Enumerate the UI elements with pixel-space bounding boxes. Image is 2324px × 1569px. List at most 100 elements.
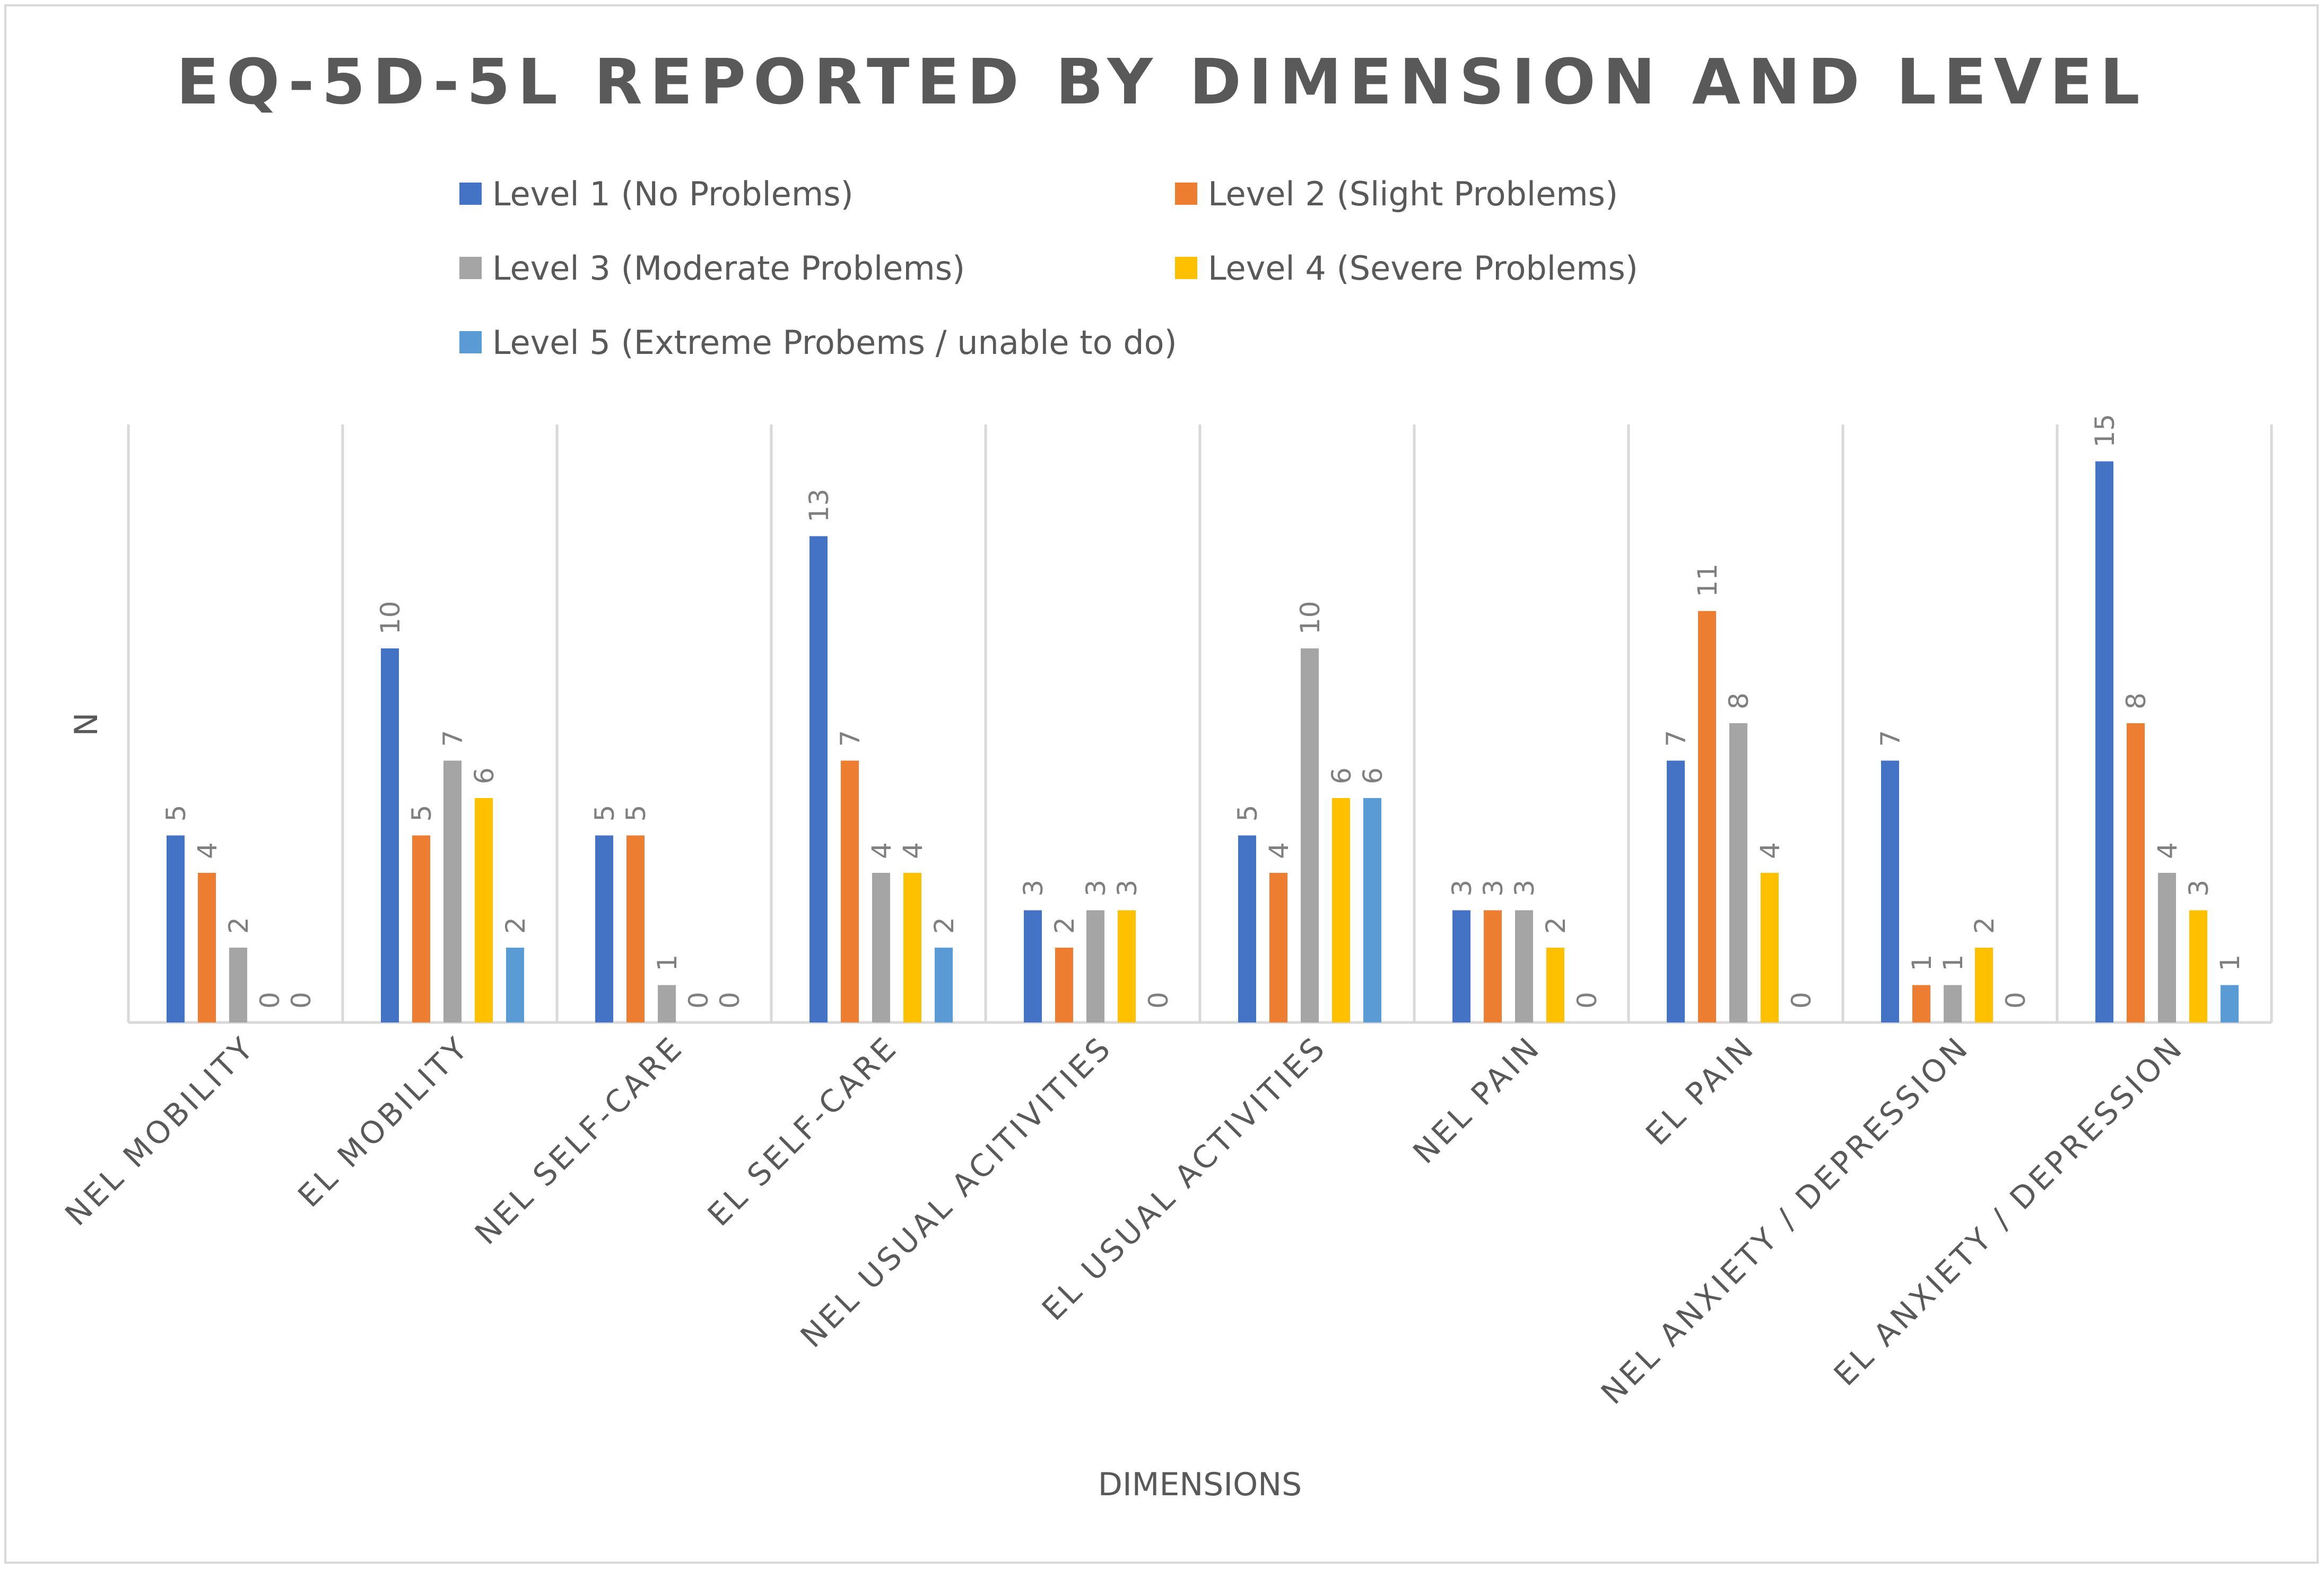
data-label: 2 bbox=[1969, 917, 2000, 934]
bar bbox=[1761, 873, 1779, 1022]
bar bbox=[1698, 611, 1716, 1022]
data-label: 0 bbox=[2000, 992, 2031, 1009]
bar bbox=[167, 835, 185, 1022]
data-label: 7 bbox=[835, 730, 866, 747]
data-label: 3 bbox=[2183, 880, 2214, 897]
bar bbox=[1055, 948, 1073, 1022]
legend-label: Level 5 (Extreme Probems / unable to do) bbox=[492, 323, 1177, 362]
data-label: 5 bbox=[1232, 805, 1263, 822]
legend-item: Level 3 (Moderate Problems) bbox=[459, 249, 965, 288]
bar bbox=[1484, 910, 1502, 1022]
bar bbox=[443, 760, 462, 1022]
bar bbox=[1667, 760, 1685, 1022]
bar bbox=[1729, 723, 1747, 1022]
category-gridlines bbox=[127, 424, 2273, 1022]
data-label: 8 bbox=[1724, 692, 1754, 709]
data-label: 2 bbox=[929, 917, 960, 934]
data-label: 10 bbox=[1295, 601, 1326, 635]
bar bbox=[1912, 985, 1930, 1022]
bar bbox=[1515, 910, 1533, 1022]
data-label: 7 bbox=[1661, 730, 1692, 747]
bar bbox=[2158, 873, 2176, 1022]
data-label: 0 bbox=[255, 992, 285, 1009]
data-label: 0 bbox=[715, 992, 745, 1009]
bar bbox=[595, 835, 613, 1022]
legend-label: Level 3 (Moderate Problems) bbox=[492, 249, 965, 288]
bar bbox=[1301, 648, 1319, 1022]
data-label: 0 bbox=[286, 992, 317, 1009]
bar bbox=[1944, 985, 1962, 1022]
category-label: NEL ANXIETY / DEPRESSION bbox=[1594, 1029, 1977, 1411]
data-label: 3 bbox=[1509, 880, 1540, 897]
bar bbox=[1086, 910, 1104, 1022]
data-label: 2 bbox=[1049, 917, 1080, 934]
bar bbox=[935, 948, 953, 1022]
data-label: 6 bbox=[1357, 767, 1388, 784]
legend-swatch bbox=[1175, 183, 1197, 205]
data-label: 3 bbox=[1447, 880, 1477, 897]
data-label: 5 bbox=[621, 805, 651, 822]
category-label: EL PAIN bbox=[1639, 1029, 1762, 1152]
data-label: 3 bbox=[1478, 880, 1509, 897]
data-label: 3 bbox=[1112, 880, 1143, 897]
bar bbox=[1975, 948, 1993, 1022]
category-label: EL ANXIETY / DEPRESSION bbox=[1827, 1029, 2191, 1393]
data-label: 6 bbox=[1326, 767, 1357, 784]
data-label: 7 bbox=[438, 730, 468, 747]
bar bbox=[872, 873, 890, 1022]
data-label: 2 bbox=[223, 917, 254, 934]
data-label: 3 bbox=[1018, 880, 1049, 897]
legend-item: Level 4 (Severe Problems) bbox=[1175, 249, 1638, 288]
bar bbox=[475, 798, 493, 1022]
data-label: 4 bbox=[898, 842, 928, 859]
bar bbox=[2189, 910, 2207, 1022]
data-label: 4 bbox=[1755, 842, 1786, 859]
bar bbox=[810, 536, 828, 1022]
data-label: 10 bbox=[375, 601, 406, 635]
bar bbox=[1363, 798, 1381, 1022]
legend-swatch bbox=[459, 183, 482, 205]
bar bbox=[506, 948, 524, 1022]
data-label: 13 bbox=[804, 489, 834, 523]
bar bbox=[1024, 910, 1042, 1022]
data-label: 7 bbox=[1875, 730, 1906, 747]
data-label: 1 bbox=[1907, 955, 1937, 972]
legend-swatch bbox=[459, 331, 482, 353]
bar bbox=[381, 648, 399, 1022]
data-label: 0 bbox=[1786, 992, 1817, 1009]
category-label: NEL SELF-CARE bbox=[468, 1029, 691, 1252]
legend-label: Level 2 (Slight Problems) bbox=[1208, 175, 1618, 213]
category-label: EL MOBILITY bbox=[291, 1029, 476, 1214]
bar bbox=[1546, 948, 1564, 1022]
bar bbox=[903, 873, 921, 1022]
bar bbox=[1238, 835, 1256, 1022]
data-label: 11 bbox=[1692, 564, 1723, 597]
data-label: 1 bbox=[652, 955, 683, 972]
data-label: 8 bbox=[2121, 692, 2152, 709]
data-label: 0 bbox=[1572, 992, 1603, 1009]
legend-item: Level 2 (Slight Problems) bbox=[1175, 175, 1618, 213]
data-label: 1 bbox=[2215, 955, 2245, 972]
data-label: 5 bbox=[406, 805, 437, 822]
data-label: 3 bbox=[1081, 880, 1111, 897]
bar bbox=[229, 948, 247, 1022]
data-label: 2 bbox=[1540, 917, 1571, 934]
data-label: 2 bbox=[500, 917, 531, 934]
bar bbox=[1881, 760, 1899, 1022]
category-label: NEL PAIN bbox=[1406, 1029, 1547, 1171]
bar bbox=[2221, 985, 2239, 1022]
category-label: EL SELF-CARE bbox=[701, 1029, 905, 1233]
data-label: 6 bbox=[469, 767, 500, 784]
bar bbox=[198, 873, 216, 1022]
bar bbox=[626, 835, 645, 1022]
legend-label: Level 1 (No Problems) bbox=[492, 175, 854, 213]
data-label: 4 bbox=[866, 842, 897, 859]
chart-title: EQ-5D-5L REPORTED BY DIMENSION AND LEVEL bbox=[176, 45, 2147, 118]
x-axis-title: DIMENSIONS bbox=[1098, 1466, 1302, 1503]
legend-swatch bbox=[1175, 257, 1197, 279]
legend-label: Level 4 (Severe Problems) bbox=[1208, 249, 1638, 288]
category-label: NEL MOBILITY bbox=[58, 1029, 262, 1233]
data-label: 1 bbox=[1938, 955, 1969, 972]
